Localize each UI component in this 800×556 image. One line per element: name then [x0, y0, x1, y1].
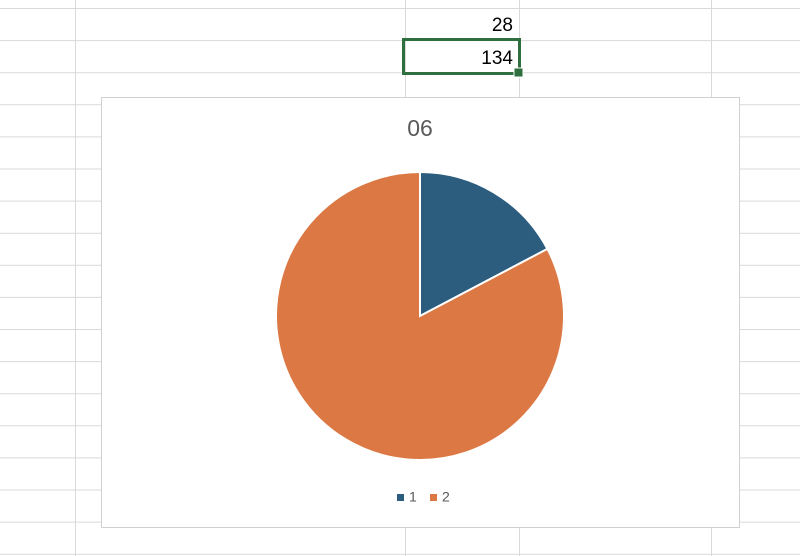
pie	[275, 170, 565, 461]
legend-label: 2	[442, 489, 450, 505]
cell[interactable]: 134	[481, 48, 513, 69]
legend-swatch	[397, 494, 404, 501]
legend-swatch	[430, 494, 437, 501]
cell[interactable]: 28	[492, 15, 513, 36]
cell-selection	[402, 38, 521, 75]
pie-slice	[419, 170, 549, 318]
fill-handle[interactable]	[513, 67, 524, 78]
chart-title: 06	[407, 115, 433, 141]
legend-label: 1	[409, 489, 417, 505]
pie-slice	[275, 170, 565, 461]
